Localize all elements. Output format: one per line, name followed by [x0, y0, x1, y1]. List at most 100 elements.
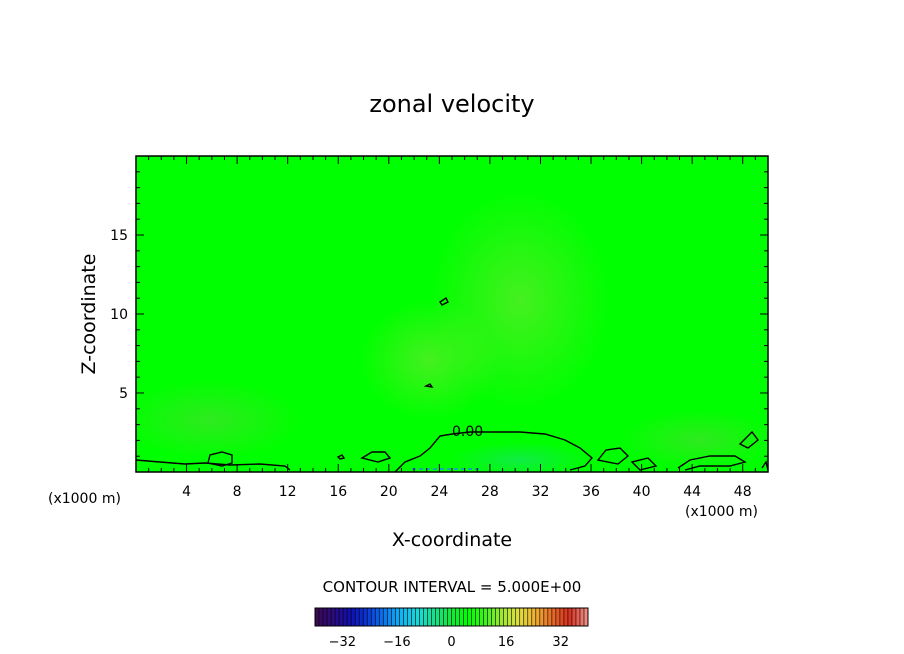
x-axis-tick-labels: 4 8 12 16 20 24 28 32 36 40 44 48: [182, 484, 752, 500]
x-unit-label: (x1000 m): [685, 504, 758, 520]
contour-line: [136, 459, 291, 471]
contour-lines: [136, 296, 768, 472]
colorbar-cell: [363, 608, 368, 626]
colorbar-cell: [455, 608, 460, 626]
colorbar: [314, 607, 589, 627]
field-blob: [136, 380, 300, 460]
colorbar-cell: [375, 608, 380, 626]
colorbar-cell: [519, 608, 525, 626]
contour-line: [738, 430, 759, 449]
y-tick-label: 15: [110, 228, 128, 244]
contour-line: [394, 431, 593, 472]
y-axis-label: Z-coordinate: [78, 254, 100, 375]
y-unit-label: (x1000 m): [48, 491, 121, 507]
colorbar-cell: [467, 608, 472, 626]
colorbar-cell: [419, 608, 424, 626]
colorbar-cell: [535, 608, 541, 626]
colorbar-cell: [503, 608, 509, 626]
colorbar-cell: [539, 608, 545, 626]
colorbar-tick-label: 16: [498, 635, 515, 650]
colorbar-cell: [395, 608, 400, 626]
colorbar-tick-label: −32: [329, 635, 356, 650]
colorbar-cell: [431, 608, 436, 626]
contour-line: [439, 296, 449, 306]
x-tick-label: 24: [430, 484, 448, 500]
colorbar-cell: [563, 608, 569, 626]
colorbar-cell: [347, 608, 352, 626]
colorbar-cell: [383, 608, 388, 626]
colorbar-cell: [319, 608, 324, 626]
colorbar-cell: [355, 608, 360, 626]
colorbar-cell: [407, 608, 412, 626]
colorbar-cell: [559, 608, 565, 626]
x-tick-label: 36: [582, 484, 600, 500]
colorbar-cell: [339, 608, 344, 626]
contour-line: [336, 454, 346, 460]
field-blob: [360, 300, 500, 420]
colorbar-cell: [515, 608, 521, 626]
colorbar-cell: [571, 608, 577, 626]
x-axis-label: X-coordinate: [392, 529, 512, 551]
colorbar-cell: [483, 608, 488, 626]
colorbar-cell: [331, 608, 336, 626]
colorbar-cell: [351, 608, 356, 626]
colorbar-cell: [335, 608, 340, 626]
colorbar-tick-label: 0: [447, 635, 455, 650]
colorbar-cell: [371, 608, 376, 626]
x-tick-label: 8: [233, 484, 242, 500]
colorbar-cell: [427, 608, 432, 626]
x-tick-label: 12: [279, 484, 297, 500]
x-tick-label: 28: [481, 484, 499, 500]
contour-line: [630, 457, 658, 471]
y-tick-label: 10: [110, 307, 128, 323]
colorbar-cell: [323, 608, 328, 626]
colorbar-cell: [475, 608, 480, 626]
colorbar-labels: −32 −16 0 16 32: [329, 635, 569, 650]
chart-title: zonal velocity: [369, 90, 534, 118]
x-tick-label: 44: [683, 484, 701, 500]
colorbar-cell: [327, 608, 332, 626]
y-axis-tick-labels: 5 10 15: [110, 228, 128, 402]
x-tick-label: 48: [734, 484, 752, 500]
colorbar-cell: [403, 608, 408, 626]
colorbar-cell: [415, 608, 420, 626]
colorbar-cell: [579, 608, 585, 626]
colorbar-cell: [583, 608, 589, 626]
colorbar-cell: [547, 608, 553, 626]
contour-line: [596, 447, 630, 465]
colorbar-cell: [343, 608, 348, 626]
colorbar-cell: [463, 608, 468, 626]
colorbar-cell: [491, 608, 496, 626]
x-tick-label: 32: [532, 484, 550, 500]
colorbar-cell: [531, 608, 537, 626]
colorbar-cell: [523, 608, 529, 626]
colorbar-cell: [543, 608, 549, 626]
x-axis-ticks: [148, 156, 756, 472]
contour-line: [360, 451, 392, 463]
colorbar-cell: [379, 608, 384, 626]
contour-line: [423, 383, 434, 388]
colorbar-cell: [391, 608, 396, 626]
colorbar-cell: [387, 608, 392, 626]
field-blob: [620, 410, 768, 470]
colorbar-cell: [495, 608, 500, 626]
field-blob: [450, 442, 590, 472]
x-tick-label: 20: [380, 484, 398, 500]
contour-interval-text: CONTOUR INTERVAL = 5.000E+00: [323, 578, 582, 596]
colorbar-cell: [575, 608, 581, 626]
colorbar-cell: [443, 608, 448, 626]
colorbar-cell: [439, 608, 444, 626]
colorbar-cell: [451, 608, 456, 626]
contour-line: [207, 451, 233, 467]
y-axis-ticks: [136, 171, 768, 457]
colorbar-cell: [423, 608, 428, 626]
colorbar-cell: [367, 608, 372, 626]
y-tick-label: 5: [119, 386, 128, 402]
colorbar-cell: [459, 608, 464, 626]
x-tick-label: 16: [329, 484, 347, 500]
colorbar-cell: [555, 608, 561, 626]
x-tick-label: 4: [182, 484, 191, 500]
colorbar-cell: [507, 608, 513, 626]
colorbar-cell: [315, 608, 320, 626]
